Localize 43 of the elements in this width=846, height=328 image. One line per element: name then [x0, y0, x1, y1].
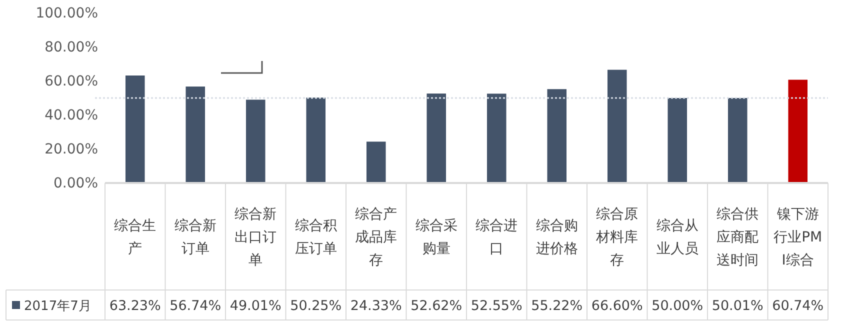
- data-label: 50.25%: [290, 298, 342, 314]
- y-tick-label: 40.00%: [44, 107, 98, 124]
- bar: [426, 94, 446, 183]
- bar: [125, 76, 145, 183]
- x-tick-label: 综合新订单: [174, 218, 216, 257]
- bar: [186, 86, 206, 183]
- data-label: 52.55%: [470, 298, 523, 314]
- x-tick-label: 综合新出口订单: [234, 206, 277, 268]
- y-tick-label: 80.00%: [44, 39, 98, 56]
- bar: [366, 142, 386, 183]
- x-tick-label: 综合积压订单: [294, 218, 337, 257]
- y-tick-label: 60.00%: [44, 73, 98, 90]
- data-label: 24.33%: [350, 298, 402, 314]
- data-label: 60.74%: [772, 298, 824, 314]
- y-tick-label: 100.00%: [36, 5, 98, 22]
- bar: [246, 100, 266, 183]
- bar: [486, 94, 506, 183]
- bar: [788, 80, 808, 183]
- data-label: 55.22%: [531, 298, 583, 314]
- bar: [668, 98, 688, 183]
- data-label: 52.62%: [410, 298, 462, 314]
- bar: [607, 70, 627, 183]
- data-label: 50.00%: [652, 298, 704, 314]
- x-tick-label: 综合原材料库存: [595, 206, 638, 268]
- y-tick-label: 20.00%: [44, 141, 98, 158]
- x-tick-label: 综合生产: [114, 218, 156, 257]
- data-label: 49.01%: [230, 298, 282, 314]
- x-tick-label: 综合产成品库存: [355, 206, 398, 268]
- data-label: 66.60%: [591, 298, 644, 314]
- bar: [547, 89, 567, 183]
- data-label: 50.01%: [712, 298, 764, 314]
- legend-label: 2017年7月: [24, 299, 92, 314]
- data-label: 56.74%: [170, 298, 222, 314]
- data-label: 63.23%: [109, 298, 162, 314]
- x-tick-label: 综合供应商配送时间: [716, 206, 759, 268]
- x-tick-label: 综合从业人员: [656, 218, 698, 257]
- x-tick-label: 综合采购量: [415, 218, 458, 257]
- bar: [728, 98, 748, 183]
- y-tick-label: 0.00%: [54, 175, 98, 192]
- x-tick-label: 综合购进价格: [536, 218, 578, 257]
- x-tick-label: 综合进口: [476, 218, 518, 257]
- bar: [306, 98, 326, 183]
- x-tick-label: 镍下游行业PMI综合: [774, 206, 822, 268]
